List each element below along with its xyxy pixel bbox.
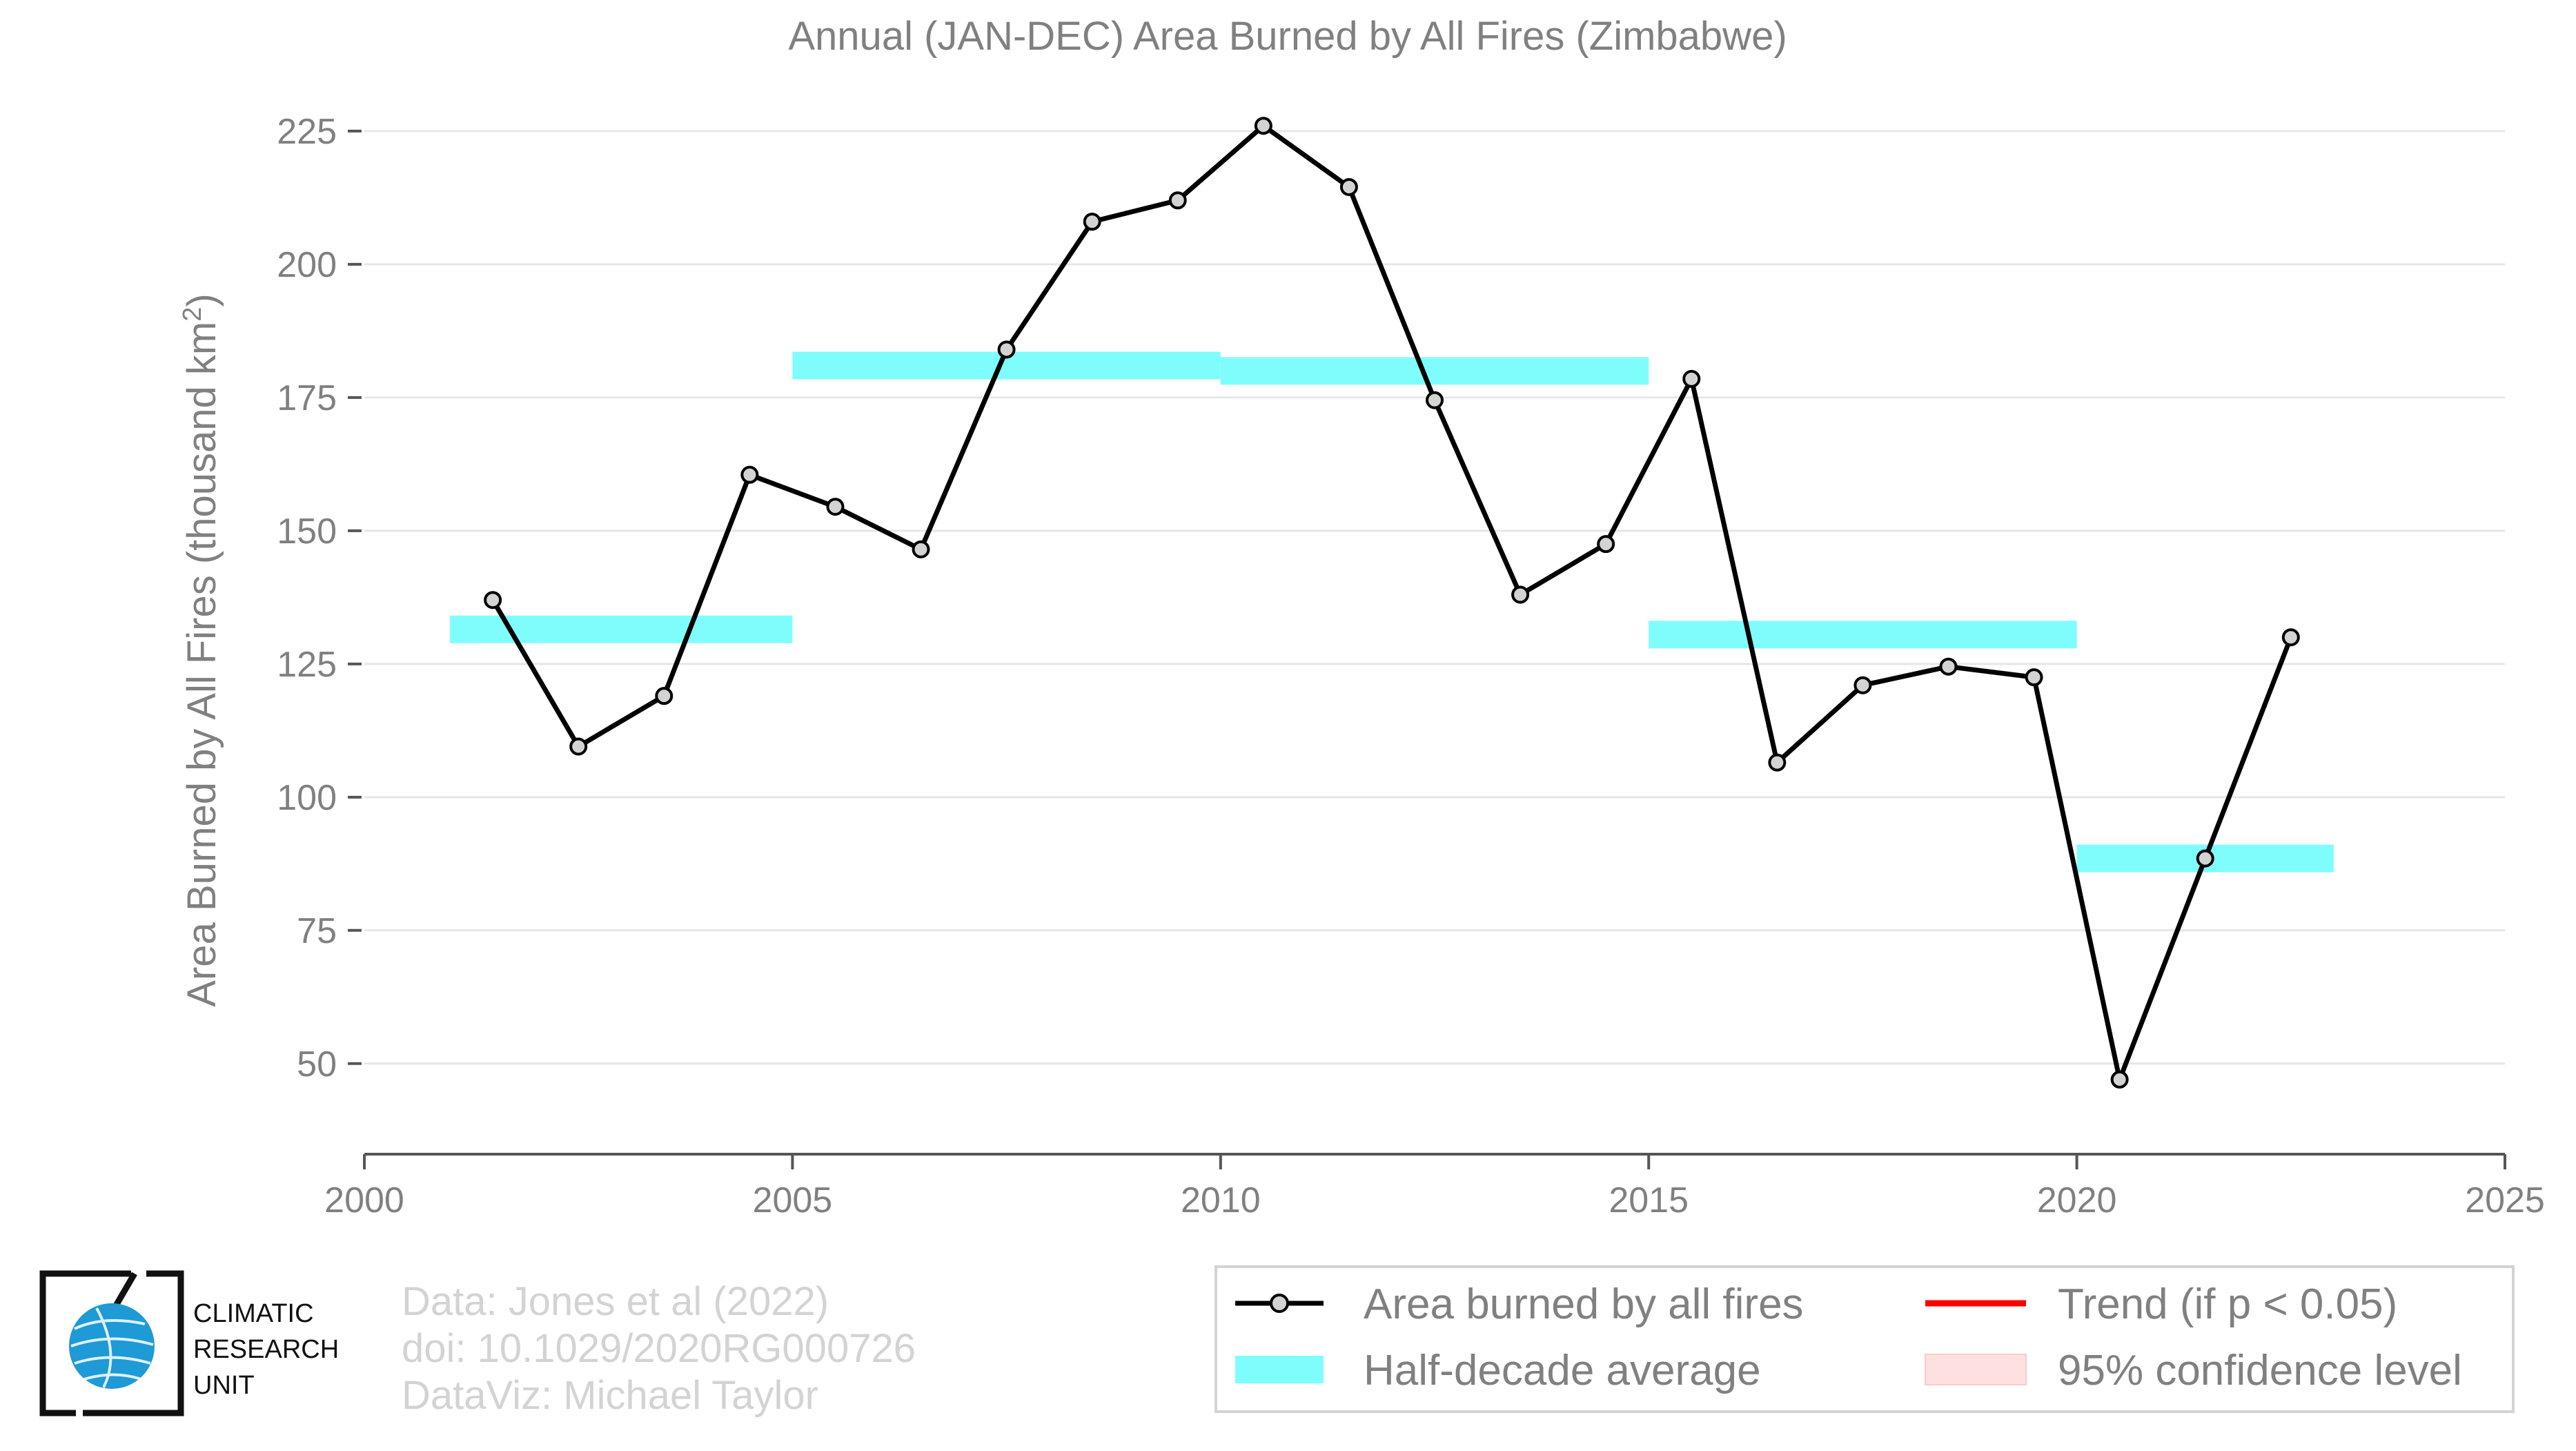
x-axis: 2000 2005 2010 2015 2020 2025 — [324, 1153, 2545, 1220]
y-tick-label-100: 100 — [277, 778, 337, 818]
data-point-2012.5 — [1426, 391, 1444, 409]
credit-doi: doi: 10.1029/2020RG000726 — [402, 1326, 916, 1371]
legend-swatch-half-decade — [1235, 1356, 1324, 1383]
y-tick-label-50: 50 — [297, 1044, 337, 1084]
data-point-2019.5 — [2025, 668, 2043, 687]
data-point-2004.5 — [740, 465, 759, 484]
x-tick-label-2015: 2015 — [1609, 1180, 1689, 1220]
x-tick-label-2010: 2010 — [1181, 1180, 1261, 1220]
legend-label-confidence: 95% confidence level — [2058, 1347, 2462, 1394]
data-point-2002.5 — [569, 737, 588, 756]
series-area-burned — [484, 117, 2300, 1089]
logo-bracket-right — [83, 1270, 184, 1416]
y-axis-label: Area Burned by All Fires (thousand km2) — [178, 293, 224, 1006]
series-line — [491, 123, 2294, 1082]
y-tick-label-125: 125 — [277, 645, 337, 685]
data-point-2011.5 — [1339, 177, 1358, 196]
y-tick-label-75: 75 — [297, 911, 337, 951]
data-point-2017.5 — [1854, 676, 1872, 694]
data-point-2016.5 — [1768, 753, 1787, 772]
x-tick-label-2025: 2025 — [2465, 1180, 2545, 1220]
y-tick-label-150: 150 — [277, 512, 337, 552]
data-point-2003.5 — [655, 687, 674, 705]
half-decade-bar-3 — [1649, 621, 2077, 649]
data-point-2018.5 — [1939, 657, 1958, 676]
data-point-2020.5 — [2110, 1070, 2129, 1089]
y-tick-label-175: 175 — [277, 378, 337, 418]
data-point-2015.5 — [1682, 369, 1701, 388]
logo-text-line-3: UNIT — [193, 1371, 255, 1400]
data-point-2010.5 — [1254, 117, 1272, 135]
y-axis: 50 75 100 125 150 175 200 225 — [277, 112, 362, 1084]
cru-logo: CLIMATIC RESEARCH UNIT — [39, 1270, 339, 1416]
half-decade-bar-0 — [450, 615, 793, 643]
legend-label-area: Area burned by all fires — [1364, 1280, 1804, 1328]
data-point-2006.5 — [912, 540, 930, 558]
data-point-2013.5 — [1511, 585, 1530, 604]
data-point-2005.5 — [826, 498, 845, 516]
half-decade-bar-2 — [1220, 357, 1649, 385]
data-point-2014.5 — [1597, 535, 1615, 554]
globe-icon — [69, 1303, 155, 1389]
data-point-2022.5 — [2281, 628, 2300, 647]
legend-swatch-area-marker — [1270, 1294, 1289, 1313]
data-point-2009.5 — [1168, 191, 1187, 210]
data-point-2021.5 — [2196, 849, 2214, 868]
logo-text-line-2: RESEARCH — [193, 1335, 339, 1364]
data-point-2007.5 — [997, 340, 1016, 359]
legend: Area burned by all fires Half-decade ave… — [1215, 1265, 2515, 1413]
grid — [364, 130, 2505, 1065]
chart-title: Annual (JAN-DEC) Area Burned by All Fire… — [788, 14, 1787, 59]
x-tick-label-2000: 2000 — [324, 1180, 404, 1220]
legend-swatch-confidence — [1925, 1354, 2027, 1385]
credit-data-source: Data: Jones et al (2022) — [402, 1279, 829, 1324]
logo-text-line-1: CLIMATIC — [193, 1299, 314, 1328]
y-tick-label-225: 225 — [277, 112, 337, 152]
legend-label-half-decade: Half-decade average — [1364, 1347, 1761, 1394]
x-tick-label-2020: 2020 — [2037, 1180, 2117, 1220]
logo-bracket-left — [39, 1270, 131, 1416]
y-tick-label-200: 200 — [277, 245, 337, 285]
data-point-2001.5 — [484, 591, 502, 610]
legend-label-trend: Trend (if p < 0.05) — [2058, 1280, 2397, 1328]
half-decade-average-bars — [450, 351, 2334, 873]
legend-box — [1215, 1265, 2515, 1413]
credit-dataviz: DataViz: Michael Taylor — [402, 1373, 818, 1418]
data-point-2008.5 — [1083, 213, 1101, 231]
x-tick-label-2005: 2005 — [753, 1180, 833, 1220]
